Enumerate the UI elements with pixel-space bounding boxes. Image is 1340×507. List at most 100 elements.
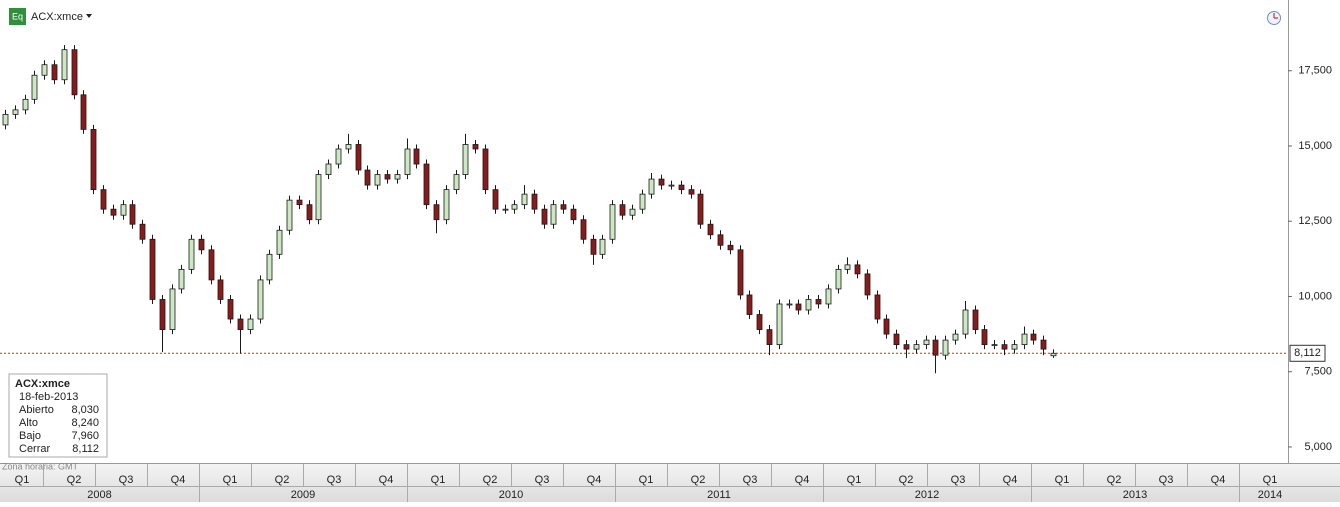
quarter-label: Q4 — [1211, 474, 1226, 486]
candle-body — [80, 94, 87, 130]
candle-body — [835, 268, 842, 290]
year-label: 2008 — [87, 489, 111, 501]
candle-body — [492, 189, 499, 210]
candle-body — [335, 148, 342, 165]
candle-body — [433, 204, 440, 221]
candle-body — [1050, 352, 1057, 357]
quarter-label: Q2 — [483, 474, 498, 486]
quarter-label: Q1 — [1055, 474, 1070, 486]
candle-body — [913, 344, 920, 350]
security-name[interactable]: ACX:xmce — [31, 11, 83, 23]
quarter-label: Q1 — [431, 474, 446, 486]
y-tick-label: 12,500 — [1298, 215, 1332, 227]
candle-body — [658, 178, 665, 186]
candle-body — [31, 74, 38, 100]
info-label: Abierto — [19, 404, 54, 416]
candle-body — [462, 144, 469, 175]
candle-body — [609, 204, 616, 240]
candle-body — [374, 174, 381, 186]
candle-body — [599, 238, 606, 255]
dropdown-arrow[interactable] — [86, 14, 92, 18]
candle-body — [129, 204, 136, 225]
quarter-label: Q3 — [119, 474, 134, 486]
candle-body — [854, 264, 861, 275]
equity-icon[interactable] — [9, 8, 26, 25]
candle-body — [423, 163, 430, 206]
candle-body — [590, 238, 597, 255]
quarter-label: Q3 — [951, 474, 966, 486]
candle-body — [404, 148, 411, 175]
candle-body — [746, 294, 753, 315]
quarter-label: Q3 — [535, 474, 550, 486]
year-label: 2010 — [499, 489, 523, 501]
candle-body — [932, 339, 939, 356]
info-title: ACX:xmce — [15, 378, 70, 390]
candle-body — [443, 189, 450, 221]
candle-body — [883, 318, 890, 335]
candle-body — [981, 329, 988, 346]
candle-body — [169, 288, 176, 330]
quarter-label: Q1 — [639, 474, 654, 486]
candle-body — [61, 49, 68, 81]
candle-body — [178, 268, 185, 290]
candle-body — [453, 174, 460, 191]
candle-body — [188, 238, 195, 270]
candle-body — [257, 279, 264, 320]
quarter-label: Q1 — [847, 474, 862, 486]
info-label: Bajo — [19, 430, 41, 442]
info-value: 7,960 — [71, 430, 99, 442]
quarter-label: Q3 — [1159, 474, 1174, 486]
candle-body — [296, 199, 303, 206]
candle-body — [825, 288, 832, 305]
candle-body — [942, 339, 949, 356]
info-value: 8,112 — [72, 443, 99, 455]
quarter-label: Q2 — [67, 474, 82, 486]
candle-body — [1011, 344, 1018, 350]
candle-body — [991, 344, 998, 347]
candle-body — [727, 244, 734, 251]
candle-body — [71, 49, 78, 96]
candle-body — [678, 184, 685, 191]
candle-body — [325, 163, 332, 175]
candle-body — [1030, 333, 1037, 341]
candle-body — [511, 204, 518, 210]
candle-body — [580, 219, 587, 240]
candle-body — [149, 238, 156, 300]
candle-body — [2, 113, 9, 126]
candle-body — [247, 318, 254, 330]
quarter-label: Q4 — [587, 474, 602, 486]
candle-body — [482, 148, 489, 191]
quarter-label: Q3 — [327, 474, 342, 486]
candle-body — [139, 223, 146, 240]
candle-body — [668, 184, 675, 187]
candle-body — [217, 279, 224, 300]
candle-body — [766, 329, 773, 346]
candle-body — [864, 273, 871, 296]
info-label: Alto — [19, 417, 38, 429]
candle-body — [12, 109, 19, 115]
candle-body — [502, 208, 509, 211]
year-label: 2013 — [1123, 489, 1147, 501]
candle-body — [903, 344, 910, 350]
candle-body — [717, 234, 724, 246]
candle-body — [41, 64, 48, 76]
candle-body — [923, 339, 930, 346]
candle-body — [364, 169, 371, 186]
candle-body — [688, 189, 695, 195]
clock-hands — [1273, 13, 1278, 19]
candle-body — [962, 309, 969, 335]
candle-body — [100, 189, 107, 210]
candle-body — [394, 174, 401, 180]
candle-body — [306, 204, 313, 221]
candle-body — [629, 208, 636, 216]
quarter-label: Q4 — [1003, 474, 1018, 486]
info-box — [8, 373, 108, 458]
candle-body — [560, 204, 567, 210]
candle-body — [893, 333, 900, 346]
candle-body — [639, 193, 646, 210]
quarter-label: Q2 — [691, 474, 706, 486]
candle-body — [1040, 339, 1047, 350]
candle-body — [276, 229, 283, 255]
candle-body — [521, 193, 528, 206]
candle-body — [120, 204, 127, 216]
